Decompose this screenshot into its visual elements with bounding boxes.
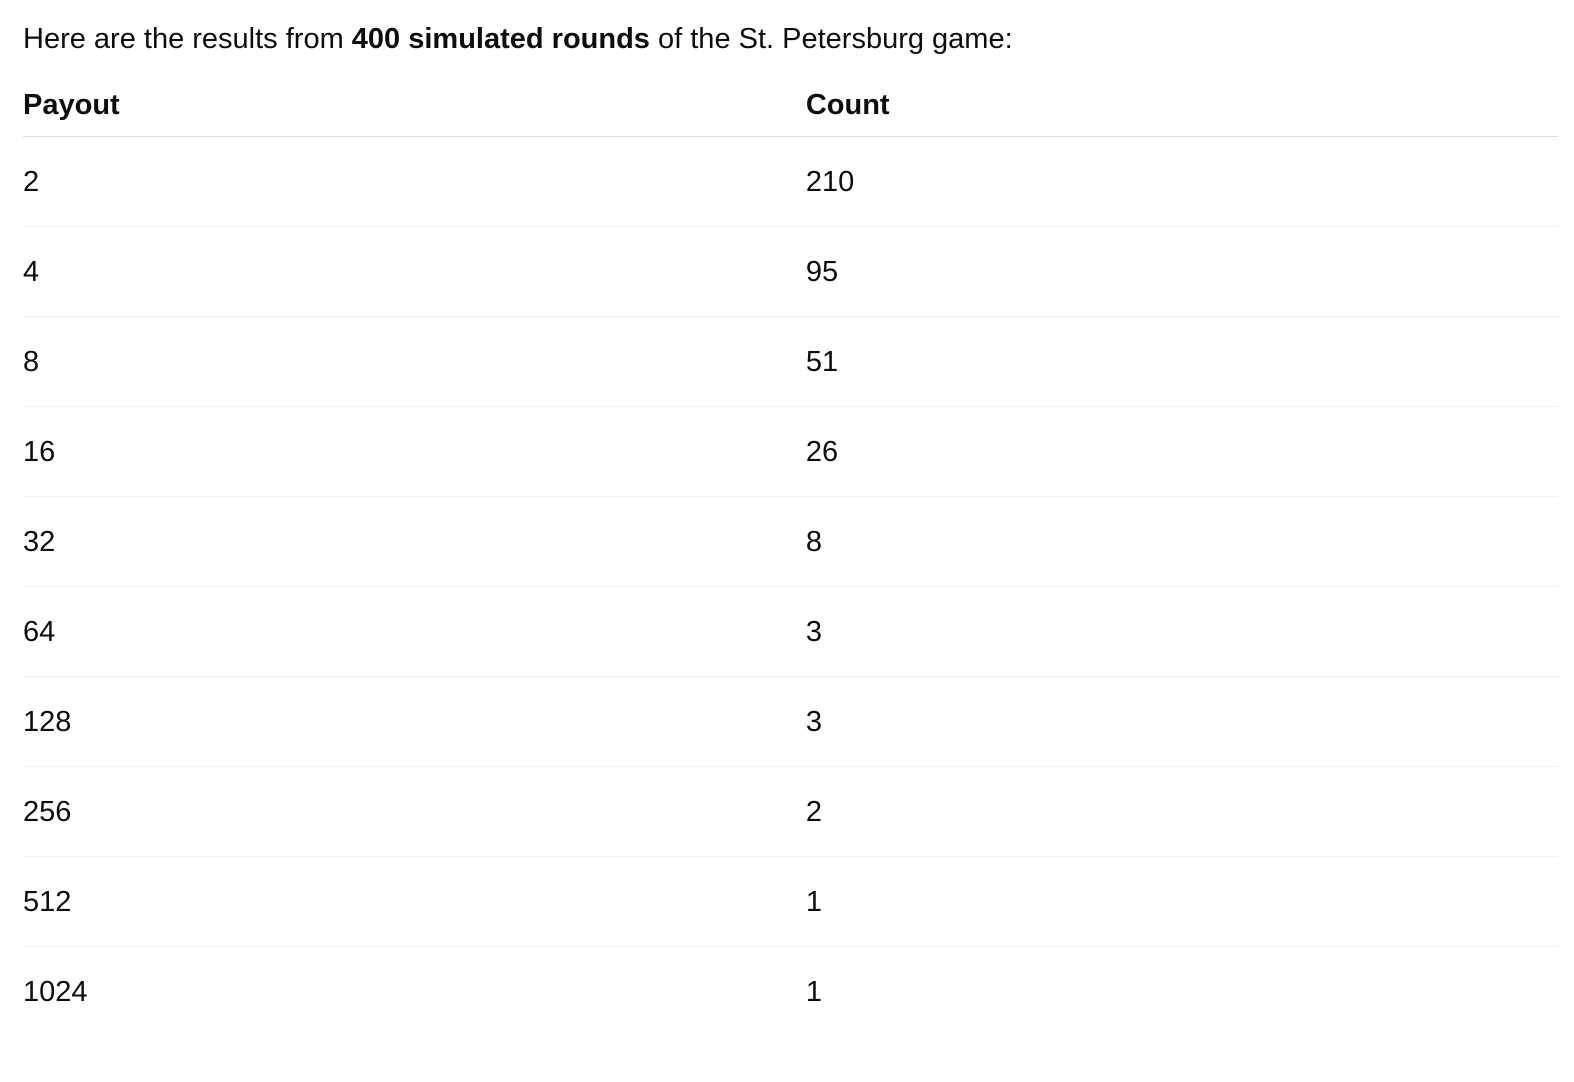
intro-prefix: Here are the results from	[23, 23, 352, 55]
table-row: 128 3	[23, 676, 1558, 767]
payout-cell: 32	[23, 496, 806, 587]
payout-cell: 256	[23, 766, 806, 857]
intro-text: Here are the results from 400 simulated …	[23, 22, 1558, 56]
intro-suffix: of the St. Petersburg game:	[649, 23, 1013, 55]
payout-cell: 2	[23, 136, 806, 227]
table-row: 8 51	[23, 316, 1558, 407]
count-cell: 210	[805, 136, 1558, 227]
table-row: 1024 1	[23, 947, 1558, 1037]
count-cell: 95	[805, 226, 1558, 317]
count-cell: 2	[805, 766, 1558, 857]
intro-bold-rounds: 400 simulated rounds	[351, 23, 650, 55]
table-row: 32 8	[23, 496, 1558, 587]
payout-cell: 512	[23, 856, 806, 947]
payout-cell: 8	[23, 316, 806, 407]
count-cell: 8	[805, 496, 1558, 587]
count-cell: 1	[805, 976, 822, 1008]
column-header-count: Count	[805, 88, 1558, 137]
payout-cell: 16	[23, 406, 806, 497]
payout-cell: 64	[23, 586, 806, 677]
count-cell: 3	[805, 676, 1558, 767]
payout-cell: 128	[23, 676, 806, 767]
column-header-payout: Payout	[23, 88, 806, 137]
message-content: Here are the results from 400 simulated …	[0, 22, 1574, 1036]
count-cell: 51	[805, 316, 1558, 407]
results-table: Payout Count 2 210 4 95 8 51 16 26 32	[23, 88, 1558, 1036]
count-cell: 1	[805, 856, 1558, 947]
table-header-row: Payout Count	[23, 88, 1558, 137]
table-row: 2 210	[23, 136, 1558, 227]
payout-cell: 1024	[23, 976, 88, 1008]
count-cell: 3	[805, 586, 1558, 677]
table-row: 4 95	[23, 226, 1558, 317]
table-row: 256 2	[23, 766, 1558, 857]
payout-cell: 4	[23, 226, 806, 317]
table-row: 16 26	[23, 406, 1558, 497]
table-row: 64 3	[23, 586, 1558, 677]
table-row: 512 1	[23, 856, 1558, 947]
count-cell: 26	[805, 406, 1558, 497]
